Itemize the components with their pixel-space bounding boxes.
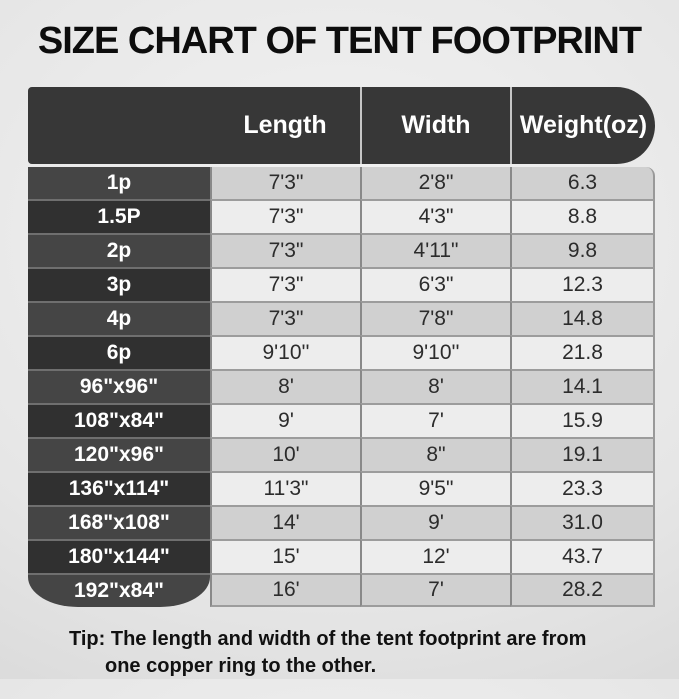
row-label-cell: 136"x114": [28, 471, 210, 505]
row-label-cell: 96"x96": [28, 369, 210, 403]
row-label-cell: 3p: [28, 267, 210, 301]
row-label-cell: 108"x84": [28, 403, 210, 437]
table-header-row: Length Width Weight(oz): [28, 87, 655, 164]
width-cell: 7': [360, 403, 510, 437]
weight-cell: 19.1: [510, 437, 655, 471]
table-row: 3p 7'3" 6'3" 12.3: [28, 267, 655, 301]
weight-cell: 15.9: [510, 403, 655, 437]
width-cell: 9'5": [360, 471, 510, 505]
column-header-length: Length: [243, 111, 327, 139]
row-label-cell: 180"x144": [28, 539, 210, 573]
width-cell: 8': [360, 369, 510, 403]
header-spacer-cell: [28, 87, 210, 164]
weight-cell: 14.8: [510, 301, 655, 335]
row-label-cell: 6p: [28, 335, 210, 369]
length-cell: 11'3": [210, 471, 360, 505]
width-cell: 6'3": [360, 267, 510, 301]
width-cell: 9': [360, 505, 510, 539]
table-row: 192"x84" 16' 7' 28.2: [28, 573, 655, 607]
weight-cell: 6.3: [510, 167, 655, 199]
length-cell: 7'3": [210, 167, 360, 199]
table-row: 108"x84" 9' 7' 15.9: [28, 403, 655, 437]
width-cell: 4'11": [360, 233, 510, 267]
length-cell: 7'3": [210, 267, 360, 301]
length-cell: 14': [210, 505, 360, 539]
length-cell: 10': [210, 437, 360, 471]
page-title: SIZE CHART OF TENT FOOTPRINT: [37, 20, 642, 62]
width-cell: 12': [360, 539, 510, 573]
row-label-cell: 120"x96": [28, 437, 210, 471]
weight-cell: 23.3: [510, 471, 655, 505]
width-cell: 7'8": [360, 301, 510, 335]
row-label-cell: 2p: [28, 233, 210, 267]
table-row: 180"x144" 15' 12' 43.7: [28, 539, 655, 573]
length-cell: 9'10'': [210, 335, 360, 369]
table-row: 168"x108" 14' 9' 31.0: [28, 505, 655, 539]
table-row: 136"x114" 11'3" 9'5" 23.3: [28, 471, 655, 505]
row-label-cell: 1p: [28, 167, 210, 199]
length-cell: 7'3": [210, 301, 360, 335]
tip-note: Tip: The length and width of the tent fo…: [69, 626, 639, 680]
weight-cell: 21.8: [510, 335, 655, 369]
weight-cell: 8.8: [510, 199, 655, 233]
tip-line-1: Tip: The length and width of the tent fo…: [69, 628, 587, 650]
row-label-cell: 168"x108": [28, 505, 210, 539]
weight-cell: 28.2: [510, 573, 655, 607]
row-label-cell: 4p: [28, 301, 210, 335]
width-cell: 7': [360, 573, 510, 607]
weight-cell: 14.1: [510, 369, 655, 403]
tip-line-2: one copper ring to the other.: [105, 655, 377, 677]
table-row: 1p 7'3" 2'8" 6.3: [28, 167, 655, 199]
width-cell: 9'10'': [360, 335, 510, 369]
length-cell: 8': [210, 369, 360, 403]
length-cell: 9': [210, 403, 360, 437]
size-chart-table: Length Width Weight(oz) 1p 7'3" 2'8" 6.3 1.5…: [28, 87, 655, 607]
width-cell: 8": [360, 437, 510, 471]
length-cell: 16': [210, 573, 360, 607]
row-label-cell: 192"x84": [28, 573, 210, 607]
length-cell: 15': [210, 539, 360, 573]
column-header-weight: Weight(oz): [510, 87, 655, 164]
row-label-cell: 1.5P: [28, 199, 210, 233]
table-row: 6p 9'10'' 9'10'' 21.8: [28, 335, 655, 369]
table-body: 1p 7'3" 2'8" 6.3 1.5P 7'3" 4'3" 8.8 2p 7'3" 4'11" 9…: [28, 167, 655, 607]
length-cell: 7'3": [210, 233, 360, 267]
table-row: 120"x96" 10' 8" 19.1: [28, 437, 655, 471]
width-cell: 2'8": [360, 167, 510, 199]
length-cell: 7'3": [210, 199, 360, 233]
table-row: 96"x96" 8' 8' 14.1: [28, 369, 655, 403]
table-row: 4p 7'3" 7'8" 14.8: [28, 301, 655, 335]
table-row: 1.5P 7'3" 4'3" 8.8: [28, 199, 655, 233]
table-row: 2p 7'3" 4'11" 9.8: [28, 233, 655, 267]
weight-cell: 43.7: [510, 539, 655, 573]
weight-cell: 31.0: [510, 505, 655, 539]
weight-cell: 12.3: [510, 267, 655, 301]
width-cell: 4'3": [360, 199, 510, 233]
weight-cell: 9.8: [510, 233, 655, 267]
column-header-width: Width: [360, 87, 510, 164]
